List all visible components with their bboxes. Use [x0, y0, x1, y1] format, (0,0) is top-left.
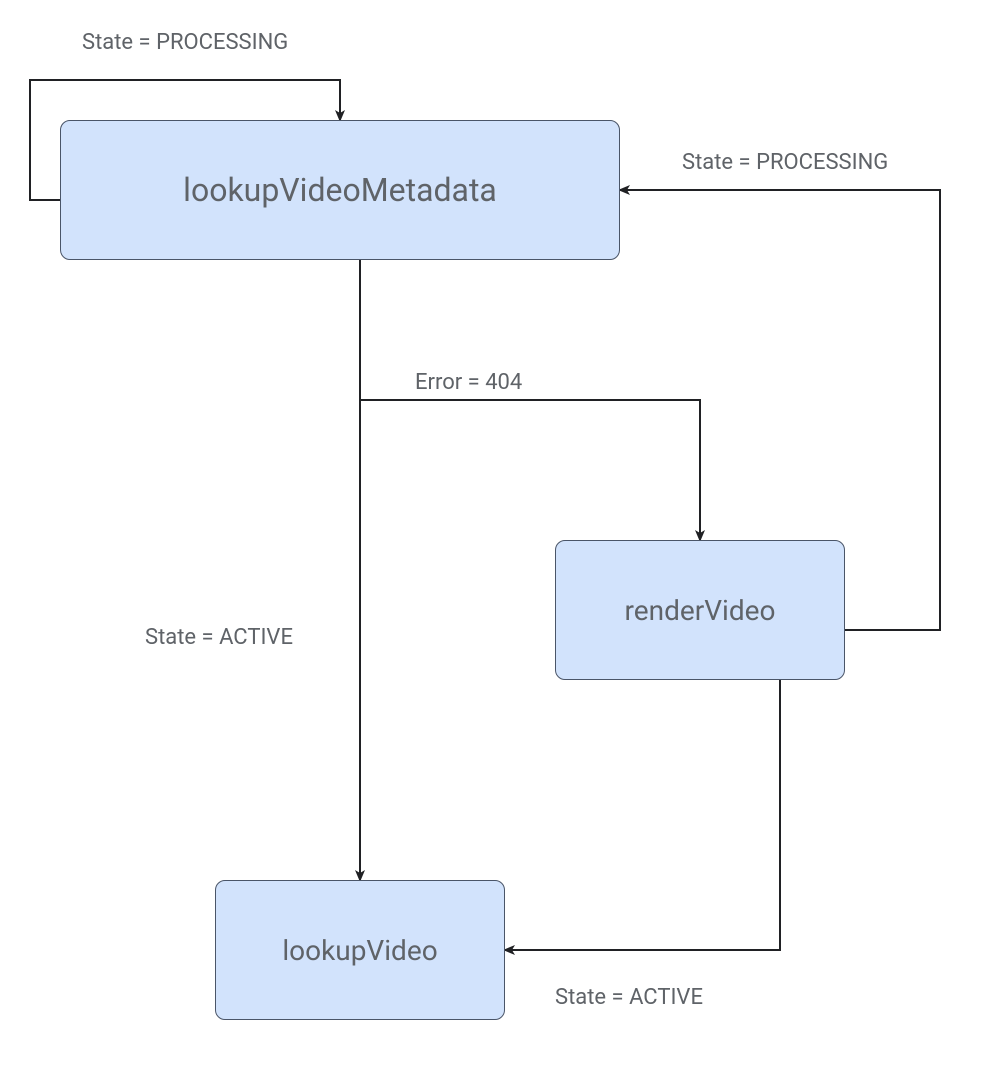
flowchart-diagram: lookupVideoMetadata renderVideo lookupVi…: [0, 0, 1006, 1076]
edge-label-state-active-bottom: State = ACTIVE: [555, 985, 703, 1010]
node-lookup-video: lookupVideo: [215, 880, 505, 1020]
node-label: lookupVideoMetadata: [183, 171, 497, 209]
edge-label-state-processing-right: State = PROCESSING: [682, 150, 888, 175]
node-label: lookupVideo: [282, 934, 437, 967]
edge-label-error-404: Error = 404: [415, 370, 522, 395]
edge-label-state-active-left: State = ACTIVE: [145, 625, 293, 650]
node-lookup-video-metadata: lookupVideoMetadata: [60, 120, 620, 260]
node-render-video: renderVideo: [555, 540, 845, 680]
node-label: renderVideo: [625, 594, 776, 627]
edge-metadata-to-render: [360, 400, 700, 540]
edge-render-to-lookup: [505, 680, 780, 950]
edge-label-self-loop: State = PROCESSING: [82, 30, 288, 55]
